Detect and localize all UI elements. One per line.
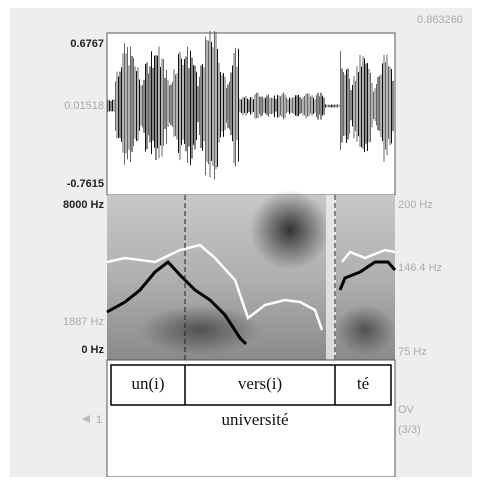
amplitude-mid: 0.01518 <box>64 100 104 112</box>
amplitude-min: -0.7615 <box>67 178 104 190</box>
tier-name: OV <box>398 404 415 416</box>
spectrogram-energy <box>335 305 395 355</box>
time-label: 0.863260 <box>417 14 463 26</box>
pitch-top: 200 Hz <box>398 199 433 211</box>
tier-count: (3/3) <box>398 424 421 436</box>
spectrogram-energy <box>140 305 260 355</box>
word-label: université <box>221 410 288 429</box>
interval-label: un(i) <box>131 374 164 393</box>
frequency-bottom: 0 Hz <box>81 344 104 356</box>
frequency-mark: 1887 Hz <box>63 316 104 328</box>
amplitude-max: 0.6767 <box>70 38 104 50</box>
pitch-mark: 146.4 Hz <box>398 262 442 274</box>
interval-label: té <box>357 374 369 393</box>
spectrogram-energy <box>250 190 330 270</box>
frequency-top: 8000 Hz <box>63 199 104 211</box>
praat-editor: 0.863260 0.6767 0.01518 -0.7615 8000 Hz … <box>0 0 484 477</box>
interval-label: vers(i) <box>238 374 282 393</box>
pitch-bottom: 75 Hz <box>398 346 427 358</box>
tier-number: 1 <box>96 414 102 426</box>
